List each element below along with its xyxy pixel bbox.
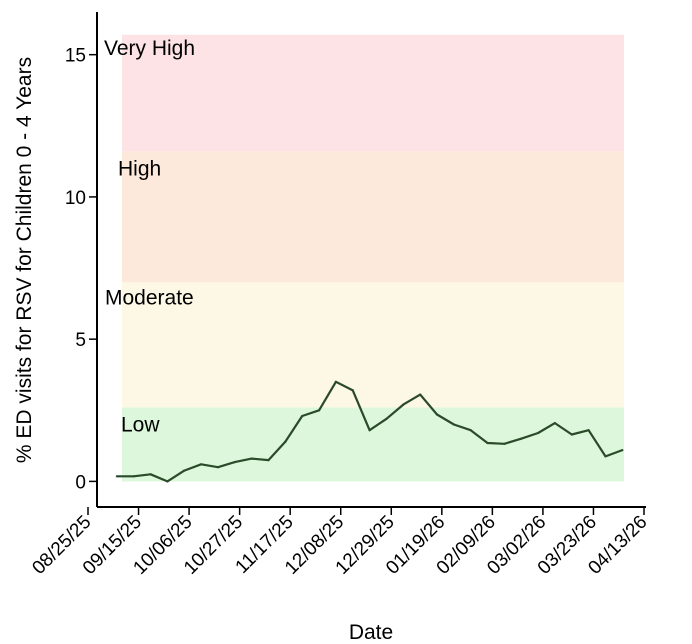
y-tick-label: 5 [75, 330, 86, 351]
data-point [419, 393, 422, 396]
data-point [351, 389, 354, 392]
data-point [267, 459, 270, 462]
data-point [166, 480, 169, 483]
data-point [250, 457, 253, 460]
data-point [452, 423, 455, 426]
data-point [200, 463, 203, 466]
band-very-high [122, 34, 624, 152]
data-point [503, 442, 506, 445]
data-point [132, 475, 135, 478]
band-label-moderate: Moderate [105, 286, 194, 309]
data-point [537, 431, 540, 435]
band-moderate [122, 282, 624, 408]
data-point [284, 440, 287, 443]
y-tick-label: 15 [65, 46, 86, 67]
data-point [149, 473, 152, 476]
data-point [520, 437, 523, 440]
level-bands: Low Moderate High Very High [104, 34, 624, 482]
series-layer [115, 380, 624, 483]
data-point [216, 466, 220, 469]
data-point [334, 380, 337, 383]
y-tick-label: 10 [65, 188, 86, 209]
data-point [587, 429, 590, 432]
data-point [604, 455, 607, 458]
data-point [368, 429, 371, 432]
data-point [301, 414, 304, 418]
band-label-high: High [118, 157, 161, 180]
data-point [402, 403, 405, 406]
data-point [486, 441, 489, 445]
band-high [122, 151, 624, 283]
x-axis-title: Date [349, 621, 393, 644]
data-point [469, 429, 472, 432]
data-point [621, 449, 624, 452]
data-point [385, 417, 388, 420]
y-axis-title: % ED visits for RSV for Children 0 - 4 Y… [13, 57, 36, 463]
band-label-low: Low [121, 413, 160, 436]
data-point [233, 461, 236, 464]
band-label-very-high: Very High [104, 37, 195, 60]
data-point [435, 413, 439, 416]
data-point [318, 409, 321, 412]
data-point [570, 433, 573, 436]
band-low [122, 407, 624, 482]
data-point [183, 469, 186, 472]
data-point [553, 422, 557, 425]
y-tick-label: 0 [75, 472, 86, 493]
data-point [115, 475, 118, 478]
